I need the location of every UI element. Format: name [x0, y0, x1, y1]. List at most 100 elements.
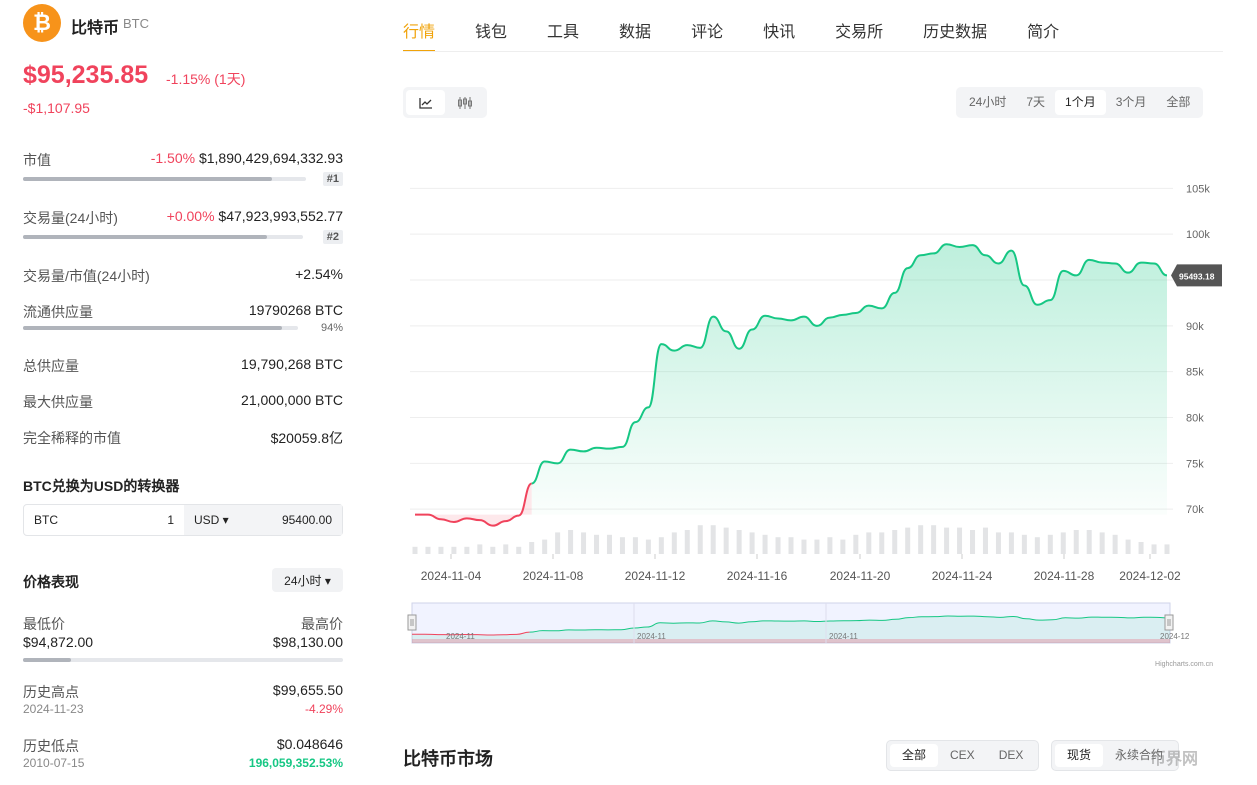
volume-bar — [762, 534, 768, 554]
navigator-handle-left[interactable] — [407, 614, 417, 631]
vol-mcap-row: 交易量/市值(24小时) +2.54% — [23, 266, 343, 286]
line-chart-icon[interactable] — [406, 90, 445, 115]
volume-bar — [970, 530, 976, 554]
max-supply-row: 最大供应量 21,000,000 BTC — [23, 392, 343, 412]
y-tick-label: 70k — [1186, 504, 1204, 516]
tab-8[interactable]: 简介 — [1027, 24, 1060, 41]
converter-currency-select[interactable]: USD ▾ — [194, 513, 229, 527]
volume-bar — [658, 537, 664, 554]
converter-from-symbol: BTC — [34, 513, 58, 527]
volume-bar — [464, 546, 470, 554]
filters-2[interactable]: DEX — [998, 748, 1024, 762]
tab-2[interactable]: 工具 — [547, 24, 580, 41]
price-chart: 105k100k95k90k85k80k75k70k95493.182024-1… — [407, 183, 1222, 668]
volume-bar — [438, 546, 444, 554]
volume-bar — [853, 534, 859, 554]
filters-1[interactable]: CEX — [950, 748, 975, 762]
converter-title: BTC兑换为USD的转换器 — [23, 478, 180, 494]
converter-to-amount: 95400.00 — [281, 513, 332, 527]
fdv-value: $20059.8亿 — [270, 430, 343, 446]
price-change-abs: -$1,107.95 — [23, 100, 90, 116]
volume-bar — [982, 527, 988, 554]
navigator-handle-right[interactable] — [1164, 614, 1174, 631]
current-price: $95,235.85 — [23, 61, 149, 89]
price-change-pct: -1.15% (1天) — [166, 71, 246, 87]
types-0[interactable]: 现货 — [1055, 744, 1104, 767]
volume-bar — [594, 534, 600, 554]
performance-period-dropdown[interactable]: 24小时 ▾ — [272, 568, 343, 592]
current-price-tag-label: 95493.18 — [1179, 271, 1215, 281]
volume-bar — [632, 537, 638, 554]
current-price-tag — [1171, 264, 1222, 287]
fdv-row: 完全稀释的市值 $20059.8亿 — [23, 428, 343, 448]
volume-bar — [477, 544, 483, 554]
tab-3[interactable]: 数据 — [619, 24, 652, 41]
range-option-3[interactable]: 3个月 — [1115, 95, 1147, 109]
atl-date: 2010-07-15 — [23, 756, 85, 770]
tab-6[interactable]: 交易所 — [835, 24, 884, 41]
circulating-row: 流通供应量 19790268 BTC 94% — [23, 302, 343, 338]
volume-rank-badge: #2 — [322, 230, 343, 244]
types-1[interactable]: 永续合约 — [1115, 748, 1164, 762]
ath-date: 2024-11-23 — [23, 702, 84, 716]
chart-credit[interactable]: Highcharts.com.cn — [1155, 661, 1213, 668]
range-option-1[interactable]: 7天 — [1026, 95, 1046, 109]
ath-label: 历史高点 — [23, 684, 79, 700]
price-line-down — [414, 482, 533, 527]
atl-label: 历史低点 — [23, 738, 79, 754]
market-type-tabs: 现货 永续合约 — [1051, 740, 1180, 771]
converter-from-amount[interactable]: 1 — [167, 513, 174, 527]
range-option-4[interactable]: 全部 — [1166, 95, 1191, 109]
volume-bar — [892, 530, 898, 554]
volume-bar — [1138, 542, 1144, 554]
volume-bar — [1099, 532, 1105, 554]
converter-from[interactable]: BTC 1 — [24, 505, 184, 535]
total-supply-label: 总供应量 — [23, 358, 79, 374]
tab-7[interactable]: 历史数据 — [923, 24, 988, 41]
range-option-0[interactable]: 24小时 — [969, 95, 1007, 109]
circulating-value: 19790268 BTC — [248, 302, 343, 318]
volume-bar — [995, 532, 1001, 554]
volume-label: 交易量(24小时) — [23, 210, 118, 226]
filters-0[interactable]: 全部 — [890, 744, 939, 767]
volume-bar — [542, 539, 548, 554]
high-price-value: $98,130.00 — [272, 634, 343, 650]
volume-bar — [723, 527, 729, 554]
volume-row: 交易量(24小时) +0.00% $47,923,993,552.77 #2 — [23, 208, 343, 248]
low-price-value: $94,872.00 — [23, 634, 94, 650]
volume-bar — [503, 544, 509, 554]
volume-bar — [1164, 544, 1170, 554]
navigator-baseline — [412, 639, 1170, 643]
bitcoin-logo-icon: ₿ — [23, 4, 61, 42]
volume-bar — [619, 537, 625, 554]
volume-bar — [1112, 534, 1118, 554]
x-tick-label: 2024-11-24 — [932, 569, 993, 583]
volume-bar — [1034, 537, 1040, 554]
volume-bar — [606, 534, 612, 554]
volume-bar — [684, 530, 690, 554]
navigator-label: 2024-11 — [446, 632, 475, 641]
candlestick-icon[interactable] — [445, 90, 484, 115]
low-price-label: 最低价 — [23, 616, 65, 632]
navigator-area — [412, 616, 1170, 643]
total-supply-row: 总供应量 19,790,268 BTC — [23, 356, 343, 376]
atl-pct: 196,059,352.53% — [248, 756, 343, 770]
x-tick-label: 2024-11-16 — [727, 569, 788, 583]
range-option-2[interactable]: 1个月 — [1055, 90, 1106, 115]
navigator-window[interactable] — [411, 602, 1171, 644]
converter-to[interactable]: USD ▾ 95400.00 — [184, 505, 342, 535]
tab-4[interactable]: 评论 — [691, 24, 724, 41]
volume-bar — [645, 539, 651, 554]
market-cap-bar — [23, 177, 306, 181]
tab-1[interactable]: 钱包 — [475, 24, 508, 41]
coin-symbol: BTC — [123, 16, 149, 31]
y-tick-label: 105k — [1186, 183, 1210, 195]
x-tick-label: 2024-11-12 — [625, 569, 686, 583]
x-tick-label: 2024-12-02 — [1119, 569, 1181, 583]
volume-bar — [1060, 532, 1066, 554]
volume-bar — [516, 546, 522, 554]
tab-5[interactable]: 快讯 — [763, 24, 796, 41]
fdv-label: 完全稀释的市值 — [23, 430, 121, 446]
tab-0[interactable]: 行情 — [403, 18, 436, 52]
circulating-label: 流通供应量 — [23, 304, 93, 320]
